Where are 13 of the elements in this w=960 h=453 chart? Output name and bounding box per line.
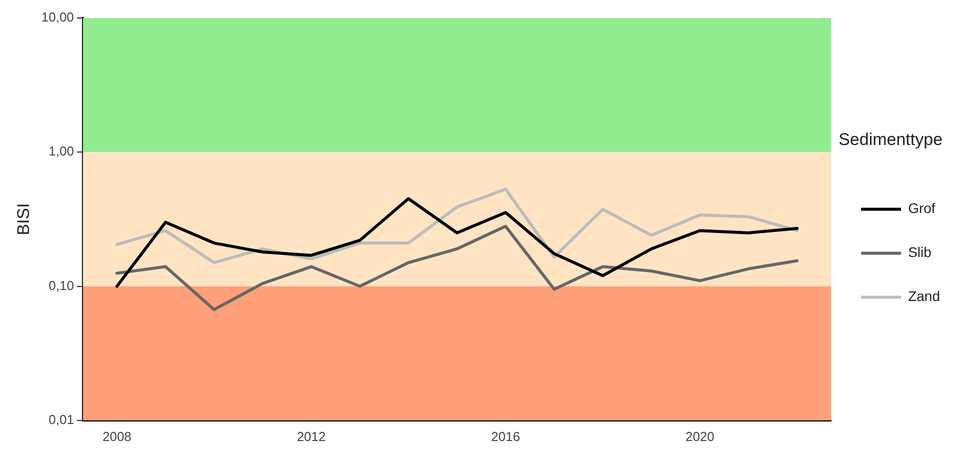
legend-label: Grof bbox=[908, 200, 936, 216]
y-tick-label: 1,00 bbox=[48, 144, 74, 159]
y-tick-label: 10,00 bbox=[41, 10, 74, 25]
x-tick-label: 2016 bbox=[491, 428, 520, 444]
y-tick-label: 0,01 bbox=[48, 412, 74, 427]
y-axis-title: BISI bbox=[14, 203, 33, 236]
legend-label: Slib bbox=[908, 244, 932, 260]
legend-label: Zand bbox=[908, 288, 940, 304]
x-tick-label: 2012 bbox=[296, 428, 326, 444]
legend-title: Sedimenttype bbox=[838, 130, 943, 149]
x-tick-label: 2020 bbox=[685, 428, 714, 444]
x-tick-label: 2008 bbox=[102, 428, 132, 444]
y-tick-label: 0,10 bbox=[48, 278, 74, 293]
